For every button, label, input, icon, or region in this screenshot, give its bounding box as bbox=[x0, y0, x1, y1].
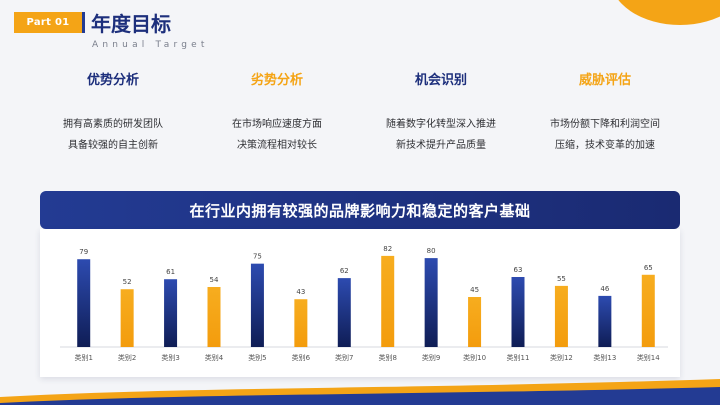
data-label: 62 bbox=[340, 267, 349, 275]
data-label: 75 bbox=[253, 253, 262, 261]
x-tick-label: 类别13 bbox=[593, 353, 616, 362]
data-label: 45 bbox=[470, 286, 479, 294]
x-tick-label: 类别5 bbox=[248, 353, 266, 362]
bar bbox=[337, 278, 351, 347]
bar bbox=[468, 297, 482, 347]
bar bbox=[294, 299, 308, 347]
part-label: Part 01 bbox=[14, 12, 82, 33]
bar bbox=[164, 279, 178, 347]
data-label: 61 bbox=[166, 268, 175, 276]
x-tick-label: 类别8 bbox=[378, 353, 396, 362]
column-title: 劣势分析 bbox=[250, 73, 303, 88]
column-description: 在市场响应速度方面 决策流程相对较长 bbox=[232, 119, 322, 151]
bar bbox=[641, 274, 655, 347]
column-title: 机会识别 bbox=[414, 73, 467, 88]
x-tick-label: 类别11 bbox=[507, 353, 530, 362]
data-label: 79 bbox=[79, 248, 88, 256]
data-label: 65 bbox=[644, 264, 653, 272]
column-description: 随着数字化转型深入推进 新技术提升产品质量 bbox=[386, 119, 496, 151]
x-tick-label: 类别2 bbox=[118, 353, 136, 362]
swot-column-threats: 威胁评估 市场份额下降和利润空间 压缩，技术变革的加速 bbox=[530, 70, 680, 156]
data-label: 46 bbox=[600, 285, 609, 293]
x-tick-label: 类别1 bbox=[74, 353, 92, 362]
bar bbox=[120, 289, 134, 347]
corner-decoration bbox=[610, 0, 720, 25]
bar bbox=[207, 287, 221, 347]
highlight-banner: 在行业内拥有较强的品牌影响力和稳定的客户基础 bbox=[40, 191, 680, 229]
bar bbox=[250, 263, 264, 347]
swot-column-opportunities: 机会识别 随着数字化转型深入推进 新技术提升产品质量 bbox=[366, 70, 516, 156]
data-label: 54 bbox=[210, 276, 219, 284]
column-description: 拥有高素质的研发团队 具备较强的自主创新 bbox=[63, 119, 163, 151]
bar-chart-card: 79 类别1 52 类别2 61 类别3 54 类别4 75 类别5 43 类别6 62 类别7 82 类别8… bbox=[40, 229, 680, 377]
page-subtitle: Annual Target bbox=[92, 40, 209, 50]
swot-column-weaknesses: 劣势分析 在市场响应速度方面 决策流程相对较长 bbox=[202, 70, 352, 156]
bar bbox=[554, 285, 568, 347]
footer-wave bbox=[0, 379, 720, 405]
x-tick-label: 类别6 bbox=[292, 353, 311, 362]
x-tick-label: 类别3 bbox=[161, 353, 179, 362]
x-tick-label: 类别10 bbox=[463, 353, 486, 362]
data-label: 80 bbox=[427, 247, 436, 255]
bar bbox=[598, 295, 612, 347]
x-tick-label: 类别9 bbox=[422, 353, 440, 362]
bar bbox=[77, 259, 91, 347]
data-label: 43 bbox=[296, 288, 305, 296]
bar bbox=[511, 277, 525, 347]
swot-column-strengths: 优势分析 拥有高素质的研发团队 具备较强的自主创新 bbox=[38, 70, 188, 156]
column-title: 威胁评估 bbox=[578, 73, 631, 88]
column-description: 市场份额下降和利润空间 压缩，技术变革的加速 bbox=[550, 119, 660, 151]
x-tick-label: 类别4 bbox=[205, 353, 224, 362]
x-tick-label: 类别12 bbox=[550, 353, 573, 362]
data-label: 82 bbox=[383, 245, 392, 253]
x-tick-label: 类别14 bbox=[637, 353, 660, 362]
x-tick-label: 类别7 bbox=[335, 353, 353, 362]
bar-chart: 79 类别1 52 类别2 61 类别3 54 类别4 75 类别5 43 类别6 62 类别7 82 类别8… bbox=[60, 245, 668, 362]
data-label: 63 bbox=[514, 266, 523, 274]
title-accent-bar bbox=[82, 12, 85, 33]
column-title: 优势分析 bbox=[86, 73, 139, 88]
page-title: 年度目标 bbox=[91, 12, 171, 36]
bar bbox=[424, 258, 438, 347]
data-label: 52 bbox=[123, 278, 132, 286]
bar bbox=[381, 255, 395, 347]
data-label: 55 bbox=[557, 275, 566, 283]
